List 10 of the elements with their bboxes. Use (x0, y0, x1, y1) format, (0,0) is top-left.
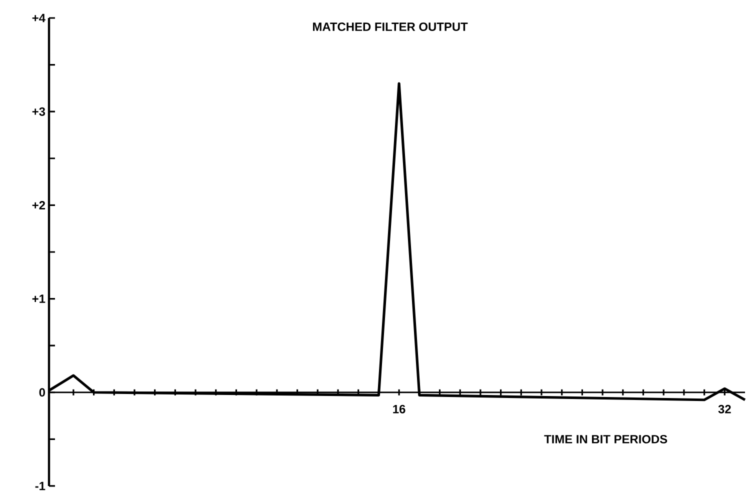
y-tick-label: 0 (39, 388, 45, 397)
y-tick-label: -1 (35, 482, 46, 490)
x-axis-title: TIME IN BIT PERIODS (544, 434, 668, 444)
x-tick-label: 16 (393, 404, 406, 414)
x-tick-label: 32 (718, 404, 731, 414)
y-tick-label: +3 (32, 107, 46, 116)
y-tick-label: +2 (32, 201, 46, 210)
y-tick-label: +4 (32, 14, 46, 22)
chart-title: MATCHED FILTER OUTPUT (313, 22, 468, 32)
y-tick-label: +1 (32, 294, 46, 303)
